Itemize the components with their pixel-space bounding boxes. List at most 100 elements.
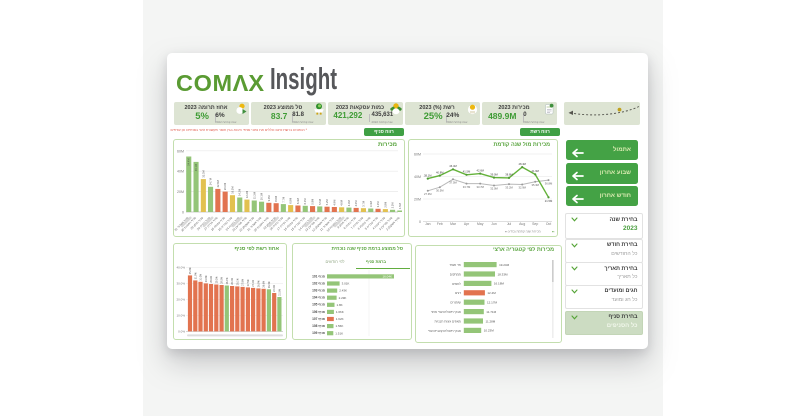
svg-text:4.6M: 4.6M bbox=[340, 200, 344, 206]
svg-text:20M: 20M bbox=[177, 190, 184, 194]
svg-text:2.2M: 2.2M bbox=[391, 203, 395, 209]
svg-text:9.0M: 9.0M bbox=[267, 196, 271, 202]
svg-text:33.7M: 33.7M bbox=[476, 185, 484, 189]
svg-text:סניף 108: סניף 108 bbox=[312, 324, 326, 328]
svg-text:32.3M: 32.3M bbox=[201, 170, 205, 177]
svg-text:Oct: Oct bbox=[546, 222, 551, 226]
svg-text:24.0%: 24.0% bbox=[273, 284, 276, 292]
svg-text:37.5M: 37.5M bbox=[449, 181, 457, 185]
svg-text:שימורים: שימורים bbox=[450, 301, 461, 305]
svg-text:40M: 40M bbox=[177, 170, 184, 174]
svg-text:Jul: Jul bbox=[507, 222, 512, 226]
svg-text:30.0%: 30.0% bbox=[205, 275, 208, 283]
svg-text:41.5M: 41.5M bbox=[463, 170, 471, 174]
svg-text:16.5M: 16.5M bbox=[230, 186, 234, 193]
svg-text:30.5M: 30.5M bbox=[436, 188, 444, 192]
svg-text:8.6M: 8.6M bbox=[274, 196, 278, 202]
svg-text:29.0%: 29.0% bbox=[221, 276, 224, 284]
svg-text:39.0M: 39.0M bbox=[490, 172, 498, 176]
svg-text:20.0M: 20.0M bbox=[223, 183, 227, 190]
svg-text:12.4M: 12.4M bbox=[487, 291, 496, 295]
svg-text:16.04K: 16.04K bbox=[382, 275, 392, 279]
svg-text:Feb: Feb bbox=[437, 222, 443, 226]
svg-text:29.6%: 29.6% bbox=[210, 275, 213, 283]
svg-text:41.9M: 41.9M bbox=[531, 169, 539, 173]
svg-text:חד פעמי: חד פעמי bbox=[450, 263, 461, 267]
svg-text:27.8%: 27.8% bbox=[242, 278, 245, 286]
svg-text:סניף 104: סניף 104 bbox=[312, 296, 326, 300]
svg-text:32.9M: 32.9M bbox=[518, 186, 526, 190]
svg-text:27.3M: 27.3M bbox=[424, 192, 432, 196]
svg-text:18.33M: 18.33M bbox=[498, 272, 509, 276]
svg-text:6.4M: 6.4M bbox=[296, 198, 300, 204]
svg-text:5.5M: 5.5M bbox=[318, 199, 322, 205]
svg-text:31.9%: 31.9% bbox=[194, 272, 197, 280]
svg-text:אבקי חיטולים שרי ארצי: אבקי חיטולים שרי ארצי bbox=[431, 310, 461, 314]
svg-text:33.2M: 33.2M bbox=[505, 185, 513, 189]
svg-text:5.2M: 5.2M bbox=[325, 199, 329, 205]
svg-text:סניף 103: סניף 103 bbox=[312, 289, 326, 293]
svg-text:7.7M: 7.7M bbox=[281, 197, 285, 203]
svg-text:1.56K: 1.56K bbox=[336, 324, 344, 328]
svg-text:33.7M: 33.7M bbox=[463, 185, 471, 189]
svg-text:60M: 60M bbox=[414, 153, 421, 157]
svg-text:21.5M: 21.5M bbox=[545, 199, 553, 203]
svg-text:10.0%: 10.0% bbox=[176, 314, 185, 318]
svg-text:3.01K: 3.01K bbox=[342, 282, 350, 286]
svg-text:5.8M: 5.8M bbox=[311, 199, 315, 205]
svg-text:0.0%: 0.0% bbox=[178, 330, 185, 334]
svg-text:2.43K: 2.43K bbox=[339, 289, 347, 293]
svg-text:21.5%: 21.5% bbox=[278, 288, 281, 296]
svg-text:May: May bbox=[477, 222, 484, 226]
svg-text:38.1M: 38.1M bbox=[424, 173, 432, 177]
svg-text:49.1M: 49.1M bbox=[194, 164, 198, 171]
svg-text:26.3%: 26.3% bbox=[268, 280, 271, 288]
svg-text:42.6M: 42.6M bbox=[476, 168, 484, 172]
svg-text:3.4M: 3.4M bbox=[369, 201, 373, 207]
svg-text:11.28M: 11.28M bbox=[486, 319, 496, 323]
svg-text:46.4M: 46.4M bbox=[449, 164, 457, 168]
svg-text:12.2M: 12.2M bbox=[245, 191, 249, 198]
svg-text:14.2M: 14.2M bbox=[238, 189, 242, 196]
svg-text:28.7%: 28.7% bbox=[226, 277, 229, 285]
svg-text:2.29K: 2.29K bbox=[339, 296, 347, 300]
svg-text:לחמים: לחמים bbox=[452, 282, 461, 286]
svg-text:22.6M: 22.6M bbox=[216, 180, 220, 187]
svg-text:Mar: Mar bbox=[450, 222, 457, 226]
svg-text:11.3M: 11.3M bbox=[252, 192, 256, 199]
svg-text:40.0%: 40.0% bbox=[176, 266, 185, 270]
svg-text:20M: 20M bbox=[414, 198, 421, 202]
svg-text:סניף 107: סניף 107 bbox=[312, 317, 326, 321]
svg-text:40M: 40M bbox=[414, 175, 421, 179]
svg-text:Sep: Sep bbox=[532, 222, 538, 226]
svg-text:Aug: Aug bbox=[519, 222, 525, 226]
svg-text:30.0%: 30.0% bbox=[176, 282, 185, 286]
svg-text:31.0%: 31.0% bbox=[200, 273, 203, 281]
svg-text:11.71M: 11.71M bbox=[486, 310, 496, 314]
svg-text:סניף 106: סניף 106 bbox=[312, 310, 326, 314]
svg-text:3.1M: 3.1M bbox=[376, 202, 380, 208]
svg-text:28.4%: 28.4% bbox=[231, 277, 234, 285]
svg-text:24.7M: 24.7M bbox=[209, 178, 213, 185]
svg-text:מכירות שנה נוכחית (YTD) ●: מכירות שנה נוכחית (YTD) ● bbox=[552, 230, 555, 234]
svg-text:26.9%: 26.9% bbox=[257, 280, 260, 288]
svg-text:1.62K: 1.62K bbox=[336, 317, 344, 321]
svg-text:6.1M: 6.1M bbox=[303, 199, 307, 205]
svg-text:סניף 101: סניף 101 bbox=[312, 274, 326, 278]
svg-text:סניף 105: סניף 105 bbox=[312, 303, 326, 307]
svg-text:Jan: Jan bbox=[425, 222, 431, 226]
svg-text:40.8M: 40.8M bbox=[436, 170, 444, 174]
svg-text:מכירות שנה קודמת (YTD) ●: מכירות שנה קודמת (YTD) ● bbox=[505, 230, 541, 234]
svg-text:20.0%: 20.0% bbox=[176, 298, 185, 302]
svg-text:27.5%: 27.5% bbox=[247, 279, 250, 287]
svg-text:דגים: דגים bbox=[455, 291, 461, 295]
svg-text:4.3M: 4.3M bbox=[347, 200, 351, 206]
svg-text:Apr: Apr bbox=[464, 222, 470, 226]
svg-text:Jun: Jun bbox=[491, 222, 497, 226]
svg-text:19.24M: 19.24M bbox=[499, 263, 510, 267]
svg-text:29.3%: 29.3% bbox=[215, 276, 218, 284]
svg-text:35.3M: 35.3M bbox=[531, 183, 539, 187]
svg-text:0: 0 bbox=[419, 220, 421, 224]
svg-text:36.8M: 36.8M bbox=[545, 181, 553, 185]
svg-text:27.2%: 27.2% bbox=[252, 279, 255, 287]
